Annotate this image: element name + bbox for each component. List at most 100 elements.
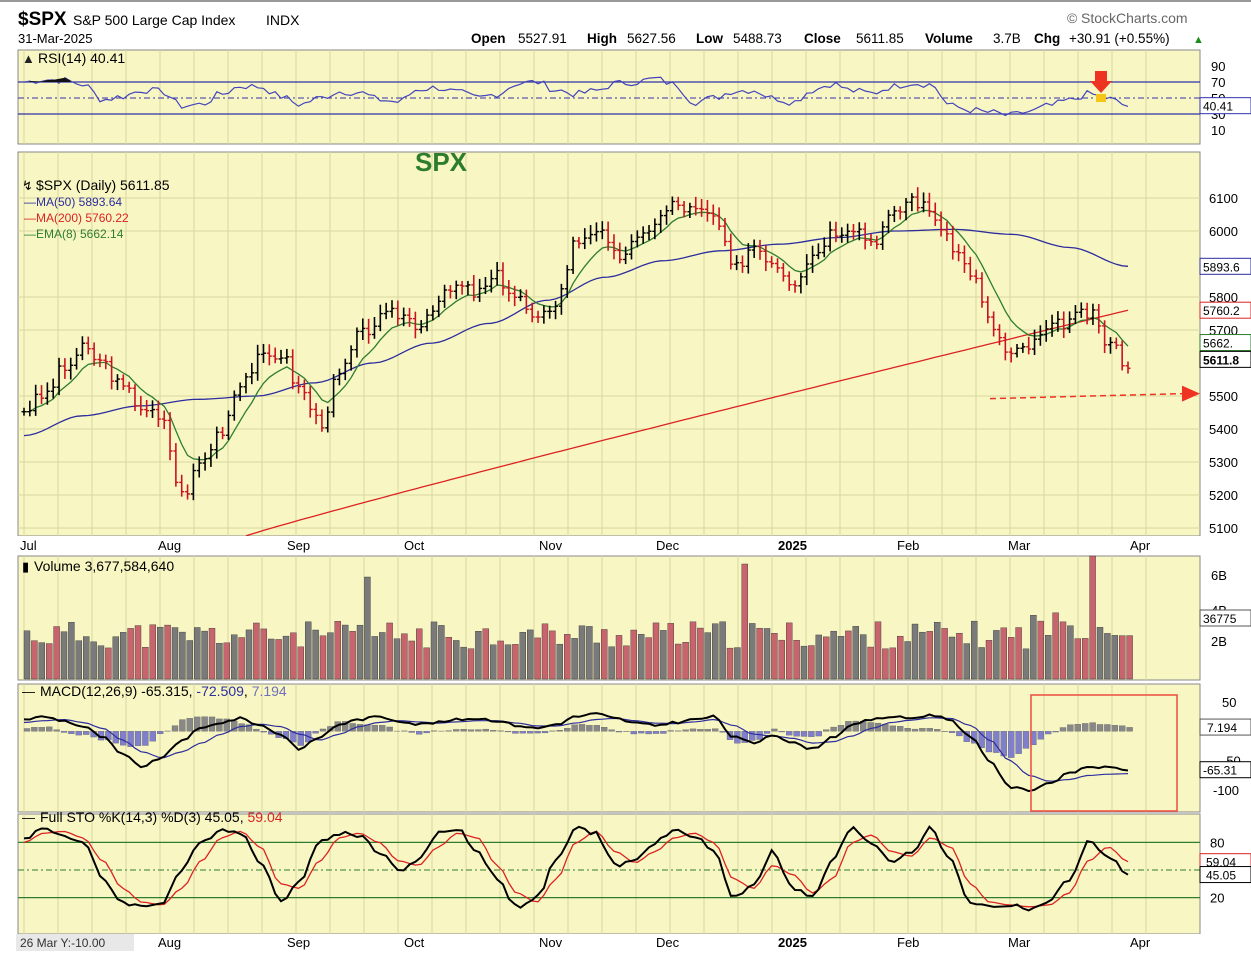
price-right-label: 5662. (1203, 337, 1233, 351)
macd-histogram-bar (475, 730, 481, 732)
sto-d-value: 59.04 (248, 809, 283, 825)
volume-bar (54, 627, 60, 679)
price-x-label: Apr (1130, 538, 1151, 553)
volume-bar (135, 626, 141, 679)
ma200-legend-text: MA(200) 5760.22 (36, 211, 129, 225)
ma50-legend: —MA(50) 5893.64 (24, 195, 122, 209)
volume-bar (646, 638, 652, 679)
volume-bar (446, 637, 452, 679)
corner-label: 26 Mar Y:-10.00 (20, 936, 105, 950)
price-x-label: 2025 (778, 538, 807, 553)
volume-bar (749, 623, 755, 679)
volume-bar (194, 627, 200, 679)
volume-bar (601, 629, 607, 679)
macd-histogram-bar (660, 731, 666, 733)
volume-bar (897, 636, 903, 679)
volume-bar (387, 623, 393, 679)
volume-bar (986, 640, 992, 679)
macd-histogram-bar (1119, 726, 1125, 732)
macd-histogram-bar (416, 731, 422, 734)
volume-bar (853, 626, 859, 679)
macd-histogram-bar (1038, 731, 1044, 739)
macd-histogram-bar (1045, 731, 1051, 734)
volume-bar (313, 630, 319, 679)
volume-bar (860, 635, 866, 679)
volume-bar (816, 635, 822, 679)
panel-background (18, 814, 1200, 934)
volume-bar (794, 640, 800, 679)
sto-k-value: 45.05 (205, 809, 240, 825)
price-right-label: 5611.8 (1203, 353, 1239, 367)
macd-histogram-bar (697, 729, 703, 731)
price-legend-main: $SPX (Daily) 5611.85 (36, 177, 170, 193)
volume-bar (490, 645, 496, 679)
volume-bar (1023, 649, 1029, 679)
macd-histogram-bar (1053, 731, 1059, 732)
volume-bar (401, 634, 407, 679)
volume-bar (461, 647, 467, 679)
volume-bar (564, 634, 570, 679)
macd-histogram-bar (808, 731, 814, 736)
volume-bar (76, 641, 82, 679)
macd-histogram-bar (823, 730, 829, 732)
volume-bar (638, 634, 644, 679)
volume-bar (68, 622, 74, 679)
price-panel: 6100600058005700550054005300520051005893… (0, 152, 1251, 556)
volume-bar (83, 637, 89, 679)
macd-histogram-bar (512, 731, 518, 733)
volume-bar (475, 631, 481, 679)
rsi-current-label: 40.41 (1203, 100, 1233, 114)
volume-bar (498, 641, 504, 679)
macd-histogram-bar (453, 729, 459, 731)
volume-bar (283, 636, 289, 679)
macd-histogram-bar (120, 731, 126, 745)
macd-histogram-bar (202, 717, 208, 732)
macd-histogram-bar (1023, 731, 1029, 748)
macd-histogram-bar (535, 731, 541, 733)
macd-histogram-bar (720, 731, 726, 732)
volume-bar (1030, 615, 1036, 679)
macd-histogram-bar (1075, 724, 1081, 731)
volume-bar (1016, 628, 1022, 679)
macd-histogram-bar (39, 727, 45, 731)
macd-histogram-bar (609, 730, 615, 732)
macd-histogram-bar (379, 725, 385, 731)
volume-panel: 6B4B2B36775 (18, 556, 1251, 680)
volume-bar (246, 630, 252, 679)
macd-histogram-bar (150, 731, 156, 741)
volume-bar (882, 649, 888, 679)
macd-histogram-bar (616, 731, 622, 732)
macd-histogram-bar (579, 724, 585, 731)
sto-x-label: Dec (656, 935, 680, 950)
volume-bar (942, 628, 948, 679)
volume-bar (1060, 622, 1066, 679)
chg-value: +30.91 (+0.55%) (1069, 31, 1170, 46)
panel-background (18, 50, 1200, 144)
volume-bar (142, 647, 148, 679)
volume-bar (357, 625, 363, 679)
price-legend-icon: ↯ (22, 178, 33, 193)
sto-legend-prefix: Full STO %K(14,3) %D(3) (40, 809, 201, 825)
open-value: 5527.91 (518, 31, 567, 46)
macd-histogram-bar (253, 729, 259, 731)
macd-histogram-bar (357, 724, 363, 731)
volume-bar (1001, 628, 1007, 679)
high-label: High (587, 31, 617, 46)
volume-bar (727, 648, 733, 679)
close-value: 5611.85 (856, 31, 904, 46)
macd-y-tick: -100 (1213, 783, 1239, 798)
macd-histogram-bar (705, 729, 711, 731)
volume-bar (438, 625, 444, 679)
macd-histogram-bar (986, 731, 992, 752)
volume-bar (46, 644, 52, 679)
volume-bar (350, 631, 356, 679)
volume-bar (779, 640, 785, 679)
ema8-legend: —EMA(8) 5662.14 (24, 227, 124, 241)
macd-histogram-bar (646, 731, 652, 734)
volume-bar (231, 635, 237, 679)
macd-histogram-bar (1067, 725, 1073, 732)
macd-histogram-bar (683, 730, 689, 731)
volume-bar (801, 646, 807, 679)
macd-value: -65.315 (141, 683, 189, 699)
